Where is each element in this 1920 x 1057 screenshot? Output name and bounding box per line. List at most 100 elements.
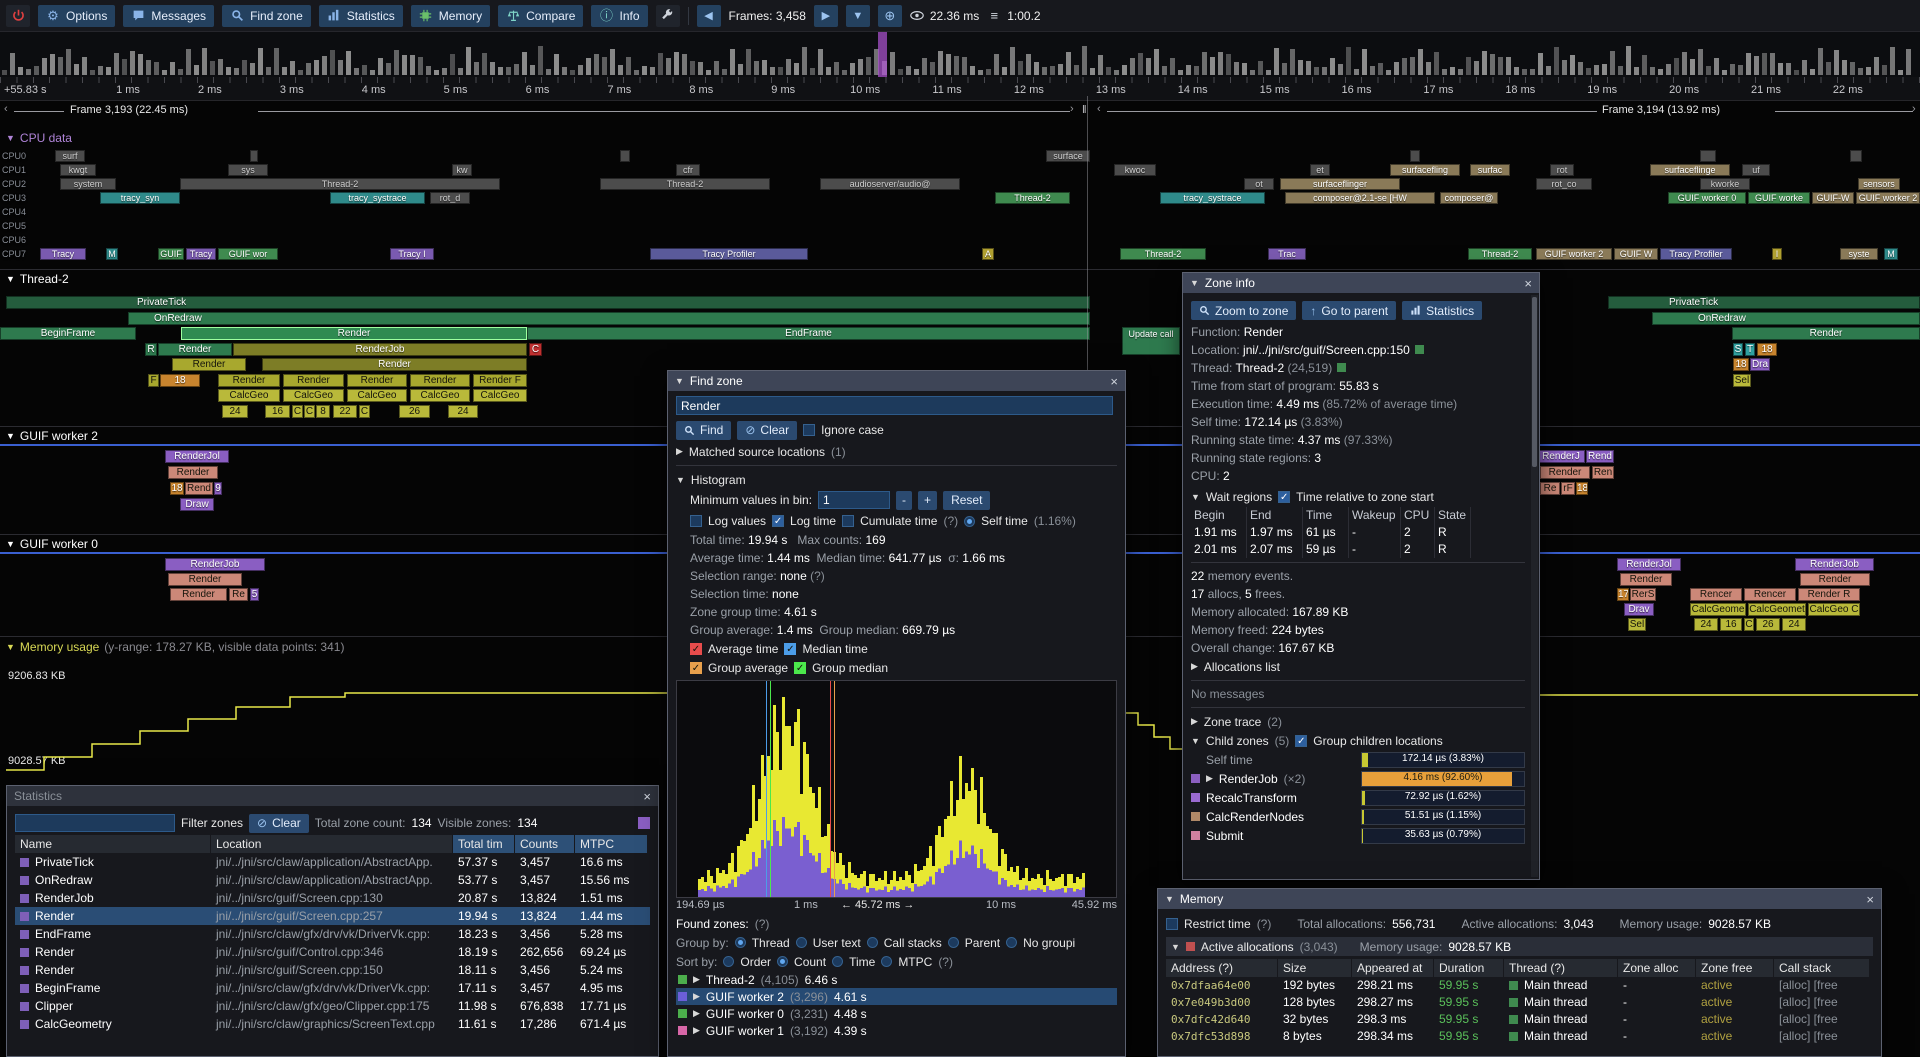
table-row[interactable]: Render jni/../jni/src/guif/Screen.cpp:257… — [15, 907, 650, 925]
timeline-zone[interactable]: RerS — [1630, 588, 1656, 601]
collapse-icon[interactable]: ▼ — [1191, 735, 1200, 746]
timeline-zone[interactable]: GUIF-W — [1812, 192, 1854, 204]
reset-button[interactable]: Reset — [943, 490, 991, 510]
min-bin-input[interactable] — [818, 491, 891, 509]
child-zones-header[interactable]: Child zones — [1205, 733, 1269, 748]
column-header-call-stack[interactable]: Call stack — [1774, 959, 1870, 977]
timeline-zone[interactable]: CalcGeo — [473, 389, 527, 402]
tools-button[interactable] — [655, 4, 680, 27]
scrollbar-thumb[interactable] — [1532, 297, 1537, 467]
timeline-zone[interactable]: Tracy — [40, 248, 86, 260]
timeline-zone[interactable]: kwoc — [1114, 164, 1156, 176]
timeline-zone[interactable]: 18 — [1576, 482, 1588, 495]
timeline-zone[interactable]: surfaceflinger — [1280, 178, 1400, 190]
restrict-time-checkbox[interactable] — [1166, 917, 1178, 930]
time-ruler[interactable]: +55.83 s 1 ms 2 ms 3 ms 4 ms 5 ms 6 ms 7 ms 8 m… — [0, 77, 1920, 101]
filter-zones-input[interactable] — [15, 814, 175, 832]
options-button[interactable]: ⚙ Options — [38, 4, 116, 27]
timeline-zone[interactable]: Render — [181, 327, 527, 340]
timeline-zone[interactable]: 9 — [214, 482, 222, 495]
timeline-zone[interactable]: Thread-2 — [600, 178, 770, 190]
column-header-appeared-at[interactable]: Appeared at — [1352, 959, 1434, 977]
timeline-zone[interactable]: EndFrame — [527, 327, 1090, 340]
collapse-icon[interactable]: ▼ — [1191, 492, 1200, 502]
timeline-zone[interactable]: sensors — [1858, 178, 1900, 190]
found-zone-group[interactable]: ▶ GUIF worker 0 (3,231) 4.48 s — [676, 1005, 1117, 1022]
timeline-zone[interactable]: kwgt — [60, 164, 96, 176]
timeline-zone[interactable]: Render — [283, 373, 344, 387]
column-header-zone-free[interactable]: Zone free — [1696, 959, 1774, 977]
allocation-row[interactable]: 0x7e049b3d00 128 bytes 298.27 ms 59.95 s Mai… — [1166, 994, 1873, 1011]
timeline-zone[interactable]: 5 — [250, 588, 259, 601]
timeline-zone[interactable]: 18 — [1757, 342, 1777, 356]
radio-call-stacks[interactable] — [866, 937, 878, 948]
timeline-zone[interactable]: Tracy — [186, 248, 216, 260]
ignore-case-checkbox[interactable] — [803, 424, 816, 436]
timeline-zone[interactable]: PrivateTick — [6, 296, 1090, 309]
timeline-zone[interactable]: Rend — [1586, 450, 1614, 463]
find-zone-title-bar[interactable]: ▼ Find zone × — [668, 371, 1125, 391]
allocations-list-header[interactable]: Allocations list — [1203, 659, 1280, 674]
timeline-zone[interactable]: C — [359, 404, 370, 418]
section-header[interactable]: ▼ GUIF worker 2 — [6, 429, 98, 443]
timeline-zone[interactable]: GUIF — [158, 248, 184, 260]
timeline-zone[interactable]: Render — [158, 342, 232, 356]
timeline-zone[interactable]: CalcGeome — [1690, 603, 1746, 616]
timeline-zone[interactable] — [250, 150, 258, 162]
table-row[interactable]: OnRedraw jni/../jni/src/claw/application/… — [15, 871, 650, 889]
column-header-address-[interactable]: Address (?) — [1166, 959, 1278, 977]
go-to-parent-button[interactable]: ↑ Go to parent — [1302, 301, 1397, 320]
timeline-zone[interactable]: 18 — [160, 373, 200, 387]
timeline-zone[interactable]: GUIF worker 0 — [1668, 192, 1746, 204]
radio-thread[interactable] — [734, 937, 746, 948]
timeline-zone[interactable]: composer@ — [1440, 192, 1498, 204]
timeline-zone[interactable]: tracy_systrace — [1160, 192, 1265, 204]
timeline-zone[interactable]: surf — [55, 150, 85, 162]
timeline-zone[interactable]: RenderJol — [1617, 558, 1681, 571]
timeline-zone[interactable]: CalcGeo — [410, 389, 470, 402]
table-row[interactable]: Clipper jni/../jni/src/claw/gfx/geo/Clipp… — [15, 997, 650, 1015]
timeline-zone[interactable]: 26 — [1756, 618, 1780, 631]
timeline-zone[interactable]: audioserver/audio@ — [820, 178, 960, 190]
timeline-zone[interactable]: C — [292, 404, 303, 418]
clear-filter-button[interactable]: ⊘ Clear — [249, 813, 309, 833]
timeline-zone[interactable]: Render — [172, 358, 246, 371]
timeline-zone[interactable]: rot_d — [430, 192, 470, 204]
timeline-zone[interactable]: 16 — [1720, 618, 1742, 631]
table-row[interactable]: Render jni/../jni/src/guif/Screen.cpp:150… — [15, 961, 650, 979]
log-values-checkbox[interactable] — [690, 515, 702, 527]
power-button[interactable] — [6, 4, 30, 27]
section-header[interactable]: ▼ CPU data — [6, 131, 72, 145]
timeline-zone[interactable]: 8 — [316, 404, 330, 418]
timeline-zone[interactable]: surfaceflinge — [1650, 164, 1730, 176]
timeline-zone[interactable]: Tracy Profiler — [1660, 248, 1732, 260]
focus-frame-button[interactable]: ⊕ — [877, 4, 902, 27]
timeline-zone[interactable]: 18 — [1733, 358, 1749, 371]
timeline-zone[interactable]: M — [106, 248, 118, 260]
zone-info-title-bar[interactable]: ▼ Zone info × — [1183, 273, 1539, 293]
timeline-zone[interactable]: C — [1744, 618, 1754, 631]
timeline-zone[interactable]: 24 — [222, 404, 248, 418]
allocation-row[interactable]: 0x7dfc53d898 8 bytes 298.34 ms 59.95 s Main … — [1166, 1028, 1873, 1045]
timeline-zone[interactable]: OnRedraw — [1652, 311, 1920, 325]
timeline-zone[interactable]: GUIF worker 2 — [1536, 248, 1612, 260]
timeline-zone[interactable]: Render — [1540, 466, 1590, 479]
memory-button[interactable]: Memory — [410, 4, 491, 27]
timeline-zone[interactable]: Tracy Profiler — [650, 248, 808, 260]
timeline-zone[interactable]: BeginFrame — [0, 327, 136, 340]
legend-checkbox[interactable]: ✓ — [784, 642, 797, 655]
timeline-zone[interactable]: ot — [1244, 178, 1274, 190]
column-header-size[interactable]: Size — [1278, 959, 1352, 977]
timeline-zone[interactable]: Tracy I — [390, 248, 434, 260]
group-children-checkbox[interactable]: ✓ — [1295, 734, 1308, 747]
timeline-zone[interactable]: Render — [1800, 573, 1870, 586]
find-zone-histogram[interactable] — [676, 680, 1117, 898]
log-time-checkbox[interactable]: ✓ — [772, 515, 785, 527]
timeline-zone[interactable]: F — [148, 373, 159, 387]
timeline-zone[interactable]: Rencer — [1690, 588, 1742, 601]
radio-count[interactable] — [777, 956, 789, 967]
close-icon[interactable]: × — [1866, 891, 1874, 907]
timeline-zone[interactable]: M — [1884, 248, 1898, 260]
timeline-zone[interactable]: Update call — [1122, 327, 1180, 355]
